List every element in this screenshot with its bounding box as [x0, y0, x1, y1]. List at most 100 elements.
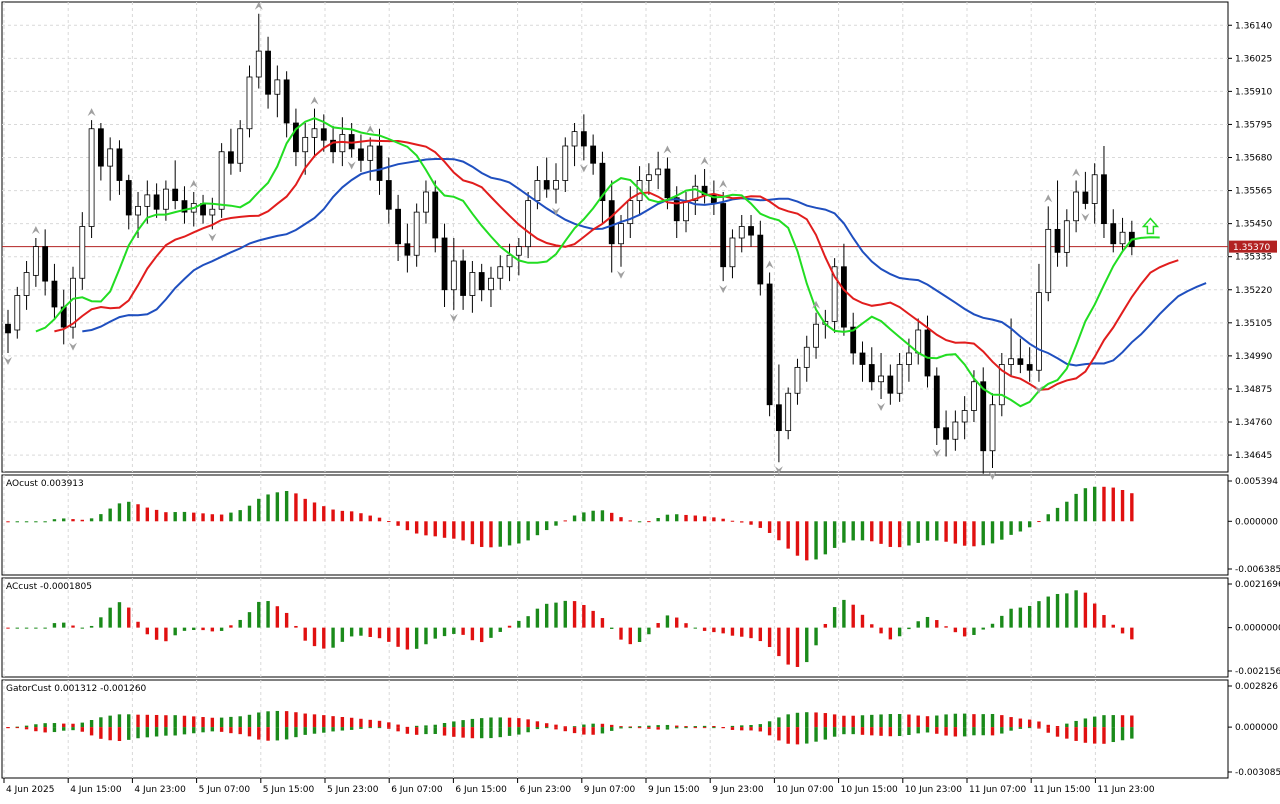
candle-body [153, 194, 160, 210]
histogram-bar [563, 726, 567, 728]
candle-body [933, 375, 940, 429]
histogram-bar [257, 498, 261, 522]
histogram-bar [52, 727, 57, 733]
fractal-down-icon [208, 233, 217, 242]
candle-body [1054, 228, 1061, 253]
candle-body [590, 145, 597, 164]
y-tick-label: 0.000000 [1235, 517, 1278, 527]
histogram-bar [962, 627, 967, 637]
histogram-bar [461, 720, 465, 728]
histogram-bar [479, 727, 484, 739]
histogram-bar [953, 521, 958, 544]
histogram-bar [80, 727, 85, 732]
histogram-bar [1027, 719, 1032, 728]
fractal-up-icon [765, 260, 774, 269]
histogram-bar [396, 727, 400, 732]
histogram-bar [1037, 601, 1041, 628]
histogram-bar [916, 715, 920, 728]
candle-body [330, 139, 336, 153]
histogram-bar [675, 617, 679, 628]
histogram-bar [284, 612, 289, 628]
histogram-bar [693, 727, 698, 729]
histogram-bar [24, 627, 29, 629]
candle-body [1063, 220, 1070, 253]
histogram-bar [1037, 721, 1041, 728]
candle-body [673, 197, 680, 222]
candle-body [14, 295, 21, 331]
candle-body [1110, 223, 1117, 245]
candle-body [255, 50, 262, 78]
panel-label: AOcust 0.003913 [6, 479, 84, 489]
candle-body [952, 421, 959, 440]
histogram-bar [145, 627, 150, 635]
histogram-bar [1130, 493, 1134, 522]
candle-body [692, 185, 699, 202]
histogram-bar [786, 627, 790, 665]
histogram-bar [1074, 720, 1078, 728]
histogram-bar [173, 512, 177, 522]
histogram-bar [637, 727, 642, 729]
candle-body [506, 254, 513, 268]
histogram-bar [1065, 501, 1069, 522]
histogram-bar [526, 727, 530, 733]
histogram-bar [647, 725, 651, 728]
candle-body [748, 226, 754, 236]
histogram-bar [972, 521, 976, 547]
candle-body [562, 145, 569, 181]
histogram-bar [563, 520, 567, 522]
histogram-bar [888, 521, 893, 547]
candle-body [766, 283, 773, 406]
histogram-bar [805, 727, 809, 744]
histogram-bar [284, 490, 289, 522]
fractal-down-icon [347, 161, 356, 170]
histogram-bar [257, 712, 261, 728]
histogram-bar [182, 727, 187, 735]
y-tick-label: 0.0021696 [1235, 580, 1280, 590]
histogram-bar [563, 727, 567, 732]
histogram-bar [377, 517, 382, 522]
histogram-bar [424, 725, 428, 728]
candle-body [841, 266, 847, 328]
histogram-bar [1000, 727, 1004, 734]
x-tick-label: 5 Jun 07:00 [199, 785, 251, 795]
histogram-bar [71, 625, 75, 628]
histogram-bar [1009, 521, 1013, 535]
histogram-bar [1046, 724, 1050, 728]
histogram-bar [322, 727, 326, 733]
histogram-bar [108, 727, 112, 741]
histogram-bar [953, 627, 958, 633]
histogram-bar [944, 714, 948, 728]
histogram-bar [554, 727, 558, 730]
histogram-bar [907, 714, 911, 728]
histogram-bar [498, 727, 502, 738]
histogram-bar [972, 727, 976, 736]
histogram-bar [1111, 487, 1115, 522]
histogram-bar [823, 623, 828, 628]
candle-body [135, 205, 141, 216]
histogram-bar [1092, 716, 1097, 728]
histogram-bar [572, 727, 577, 734]
candle-body [302, 136, 309, 153]
histogram-bar [712, 627, 716, 633]
fractal-up-icon [700, 157, 709, 165]
candle-body [924, 329, 931, 377]
candle-body [618, 223, 624, 245]
histogram-bar [1074, 727, 1078, 741]
histogram-bar [303, 498, 307, 522]
histogram-bar [6, 521, 10, 523]
histogram-bar [34, 521, 38, 523]
histogram-bar [136, 714, 140, 728]
candle-body [683, 200, 689, 222]
candle-body [775, 404, 782, 432]
candle-body [88, 128, 95, 227]
candle-body [367, 145, 374, 161]
histogram-bar [182, 715, 187, 728]
histogram-bar [637, 627, 642, 642]
y-tick-label: -0.0021568 [1235, 667, 1280, 677]
histogram-bar [266, 601, 270, 628]
histogram-bar [758, 521, 763, 528]
histogram-bar [535, 721, 540, 728]
candle-body [729, 237, 736, 268]
histogram-bar [470, 627, 475, 641]
panel-frame-ac [1, 577, 1229, 678]
